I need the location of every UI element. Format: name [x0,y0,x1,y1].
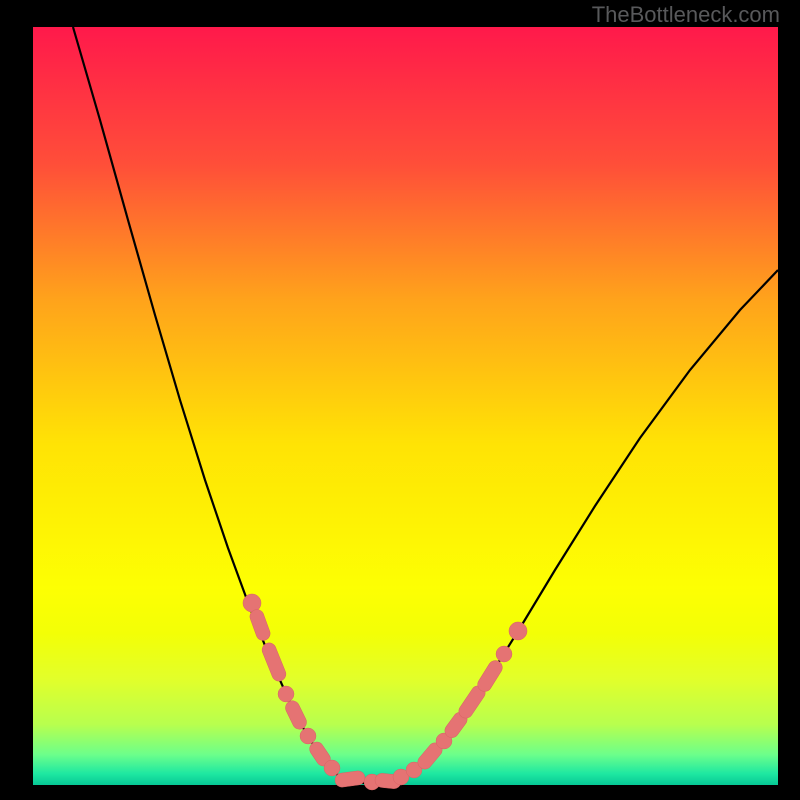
marker-dot [300,728,316,744]
marker-pill [475,658,505,694]
markers-layer [0,0,800,800]
marker-pill [334,770,366,788]
marker-pill [260,641,288,683]
chart-container: TheBottleneck.com [0,0,800,800]
marker-dot [496,646,512,662]
marker-pill [248,608,272,643]
marker-dot [324,760,340,776]
marker-dot [509,622,527,640]
marker-dot [243,594,261,612]
marker-dot [278,686,294,702]
marker-pill [283,698,309,731]
watermark-text: TheBottleneck.com [592,2,780,28]
